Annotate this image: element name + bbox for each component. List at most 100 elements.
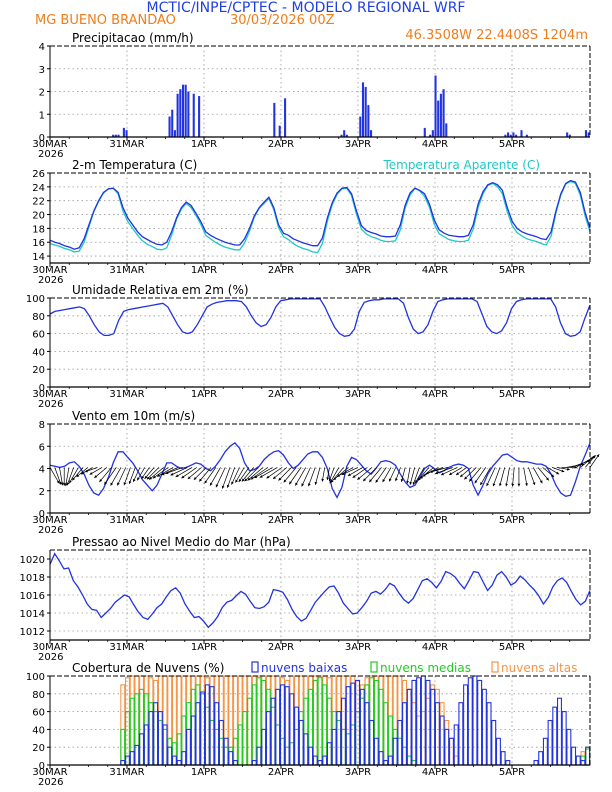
wind-arrow [492, 467, 501, 487]
x-day-label: 30MAR [32, 642, 67, 653]
cloud-low-bar [336, 711, 342, 766]
cloud-low-bar [308, 746, 314, 766]
precip-bar [171, 109, 174, 137]
cloud-high-bar [120, 684, 126, 766]
cloud-high-bar [359, 684, 365, 766]
wind-arrow [254, 467, 273, 479]
cloud-low-bar [162, 724, 168, 766]
cloud-mid-bar [331, 711, 337, 766]
panel-title: 2-m Temperatura (C) [72, 158, 197, 172]
wind-arrow-head [357, 476, 361, 480]
y-tick-label: 24 [32, 183, 45, 194]
cloud-high-bar [223, 675, 229, 766]
x-day-label: 31MAR [109, 642, 144, 653]
cloud-low-bar [373, 737, 379, 766]
wind-arrow [103, 467, 117, 485]
x-day-label: 1APR [191, 642, 217, 653]
cloud-high-bar [143, 675, 149, 766]
wind-arrow-head [375, 479, 379, 483]
cloud-low-bar [425, 679, 431, 766]
cloud-mid-bar [373, 679, 379, 766]
wind-arrow-head [289, 481, 292, 485]
y-tick-label: 100 [26, 294, 45, 305]
cloud-mid-bar [247, 697, 253, 766]
wind-arrow-head [104, 481, 107, 485]
wind-arrow [278, 467, 292, 481]
cloud-low-bar [467, 677, 473, 766]
cloud-high-bar [214, 675, 220, 766]
cloud-high-bar [256, 675, 262, 766]
cloud-low-bar [491, 719, 497, 766]
cloud-low-bar [345, 686, 351, 766]
wind-arrow-head [128, 481, 132, 484]
cloud-high-bar [392, 675, 398, 766]
x-day-label: 4APR [422, 515, 448, 526]
cloud-low-bar [561, 711, 567, 766]
y-tick-label: 4 [39, 42, 45, 53]
cloud-low-bar [139, 733, 145, 766]
wind-arrow-head [80, 471, 84, 475]
cloud-high-bar [383, 675, 389, 766]
cloud-high-bar [176, 675, 182, 766]
cloud-low-bar [355, 679, 361, 766]
y-tick-label: 20 [32, 211, 45, 222]
wind-arrow [235, 467, 245, 483]
wind-arrow-head [474, 480, 478, 484]
wind-arrow [283, 467, 297, 483]
panel-title: Cobertura de Nuvens (%) [72, 661, 224, 675]
legend-swatch [251, 661, 259, 673]
cloud-mid-bar [355, 711, 361, 766]
wind-arrow-head [244, 478, 248, 482]
wind-arrow [474, 467, 487, 484]
cloud-mid-bar [303, 697, 309, 766]
wind-arrow [71, 467, 84, 481]
cloud-high-bar [294, 675, 300, 766]
cloud-mid-bar [387, 715, 393, 766]
wind-arrow-head [193, 477, 197, 480]
wind-arrow-head [567, 467, 570, 471]
cloud-low-bar [359, 688, 365, 766]
cloud-high-bar [448, 737, 454, 766]
wind-arrow [505, 467, 510, 487]
wind-arrow-head [221, 485, 225, 489]
wind-arrow [580, 456, 594, 468]
wind-arrow [409, 467, 416, 485]
wind-arrow-head [539, 480, 543, 484]
wind-arrow-head [556, 471, 560, 475]
cloud-high-bar [232, 675, 238, 766]
precip-bar [173, 130, 176, 137]
wind-arrow [247, 467, 264, 481]
precip-bar [278, 125, 281, 137]
wind-arrow-head [89, 472, 93, 475]
cloud-low-bar [364, 702, 370, 766]
panel-title: Pressao ao Nivel Medio do Mar (hPa) [72, 535, 291, 549]
cloud-mid-bar [345, 733, 351, 766]
cloud-mid-bar [289, 742, 295, 766]
cloud-high-bar [326, 677, 332, 766]
cloud-low-bar [571, 746, 577, 766]
cloud-low-bar [326, 742, 332, 766]
wind-arrow-head [546, 477, 549, 481]
wind-arrow [406, 467, 411, 484]
cloud-low-bar [430, 688, 436, 766]
wind-arrow [152, 467, 169, 479]
cloud-mid-bar [204, 706, 210, 766]
precip-bar [504, 134, 507, 137]
cloud-low-bar [406, 688, 412, 766]
wind-arrow [368, 467, 382, 483]
wind-arrow-head [341, 472, 345, 475]
wind-arrow-head [66, 482, 70, 486]
cloud-high-bar [148, 677, 154, 766]
precip-bar [439, 93, 442, 137]
wind-arrow-head [389, 478, 392, 482]
cloud-low-bar [500, 751, 506, 766]
y-tick-label: 0 [39, 509, 45, 520]
wind-arrow [375, 467, 387, 483]
wind-arrow-head [64, 483, 68, 487]
wind-arrow-head [250, 476, 254, 480]
wind-arrow [123, 467, 131, 486]
cloud-high-bar [186, 675, 192, 766]
cloud-low-bar [294, 706, 300, 766]
series-line [49, 298, 591, 337]
cloud-low-bar [176, 759, 182, 766]
